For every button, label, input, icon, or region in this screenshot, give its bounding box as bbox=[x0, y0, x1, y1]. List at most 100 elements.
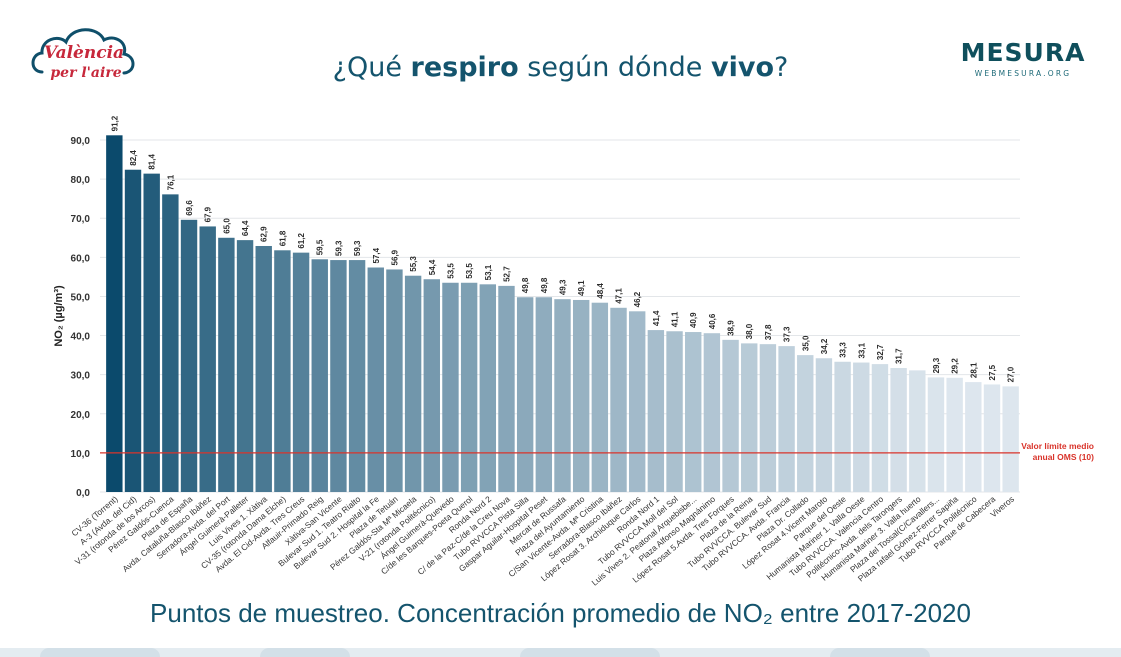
mesura-url: WEBMESURA.ORG bbox=[974, 69, 1072, 78]
bar bbox=[666, 331, 683, 492]
bar-value-label: 47,1 bbox=[615, 288, 624, 304]
bar bbox=[554, 299, 571, 492]
reference-label-line2: anual OMS (10) bbox=[1033, 452, 1095, 462]
bar bbox=[218, 237, 235, 492]
bar-value-label: 49,8 bbox=[521, 277, 530, 293]
bar-value-label: 32,7 bbox=[876, 344, 885, 360]
bar-value-label: 49,8 bbox=[540, 277, 549, 293]
bar-value-label: 35,0 bbox=[801, 335, 810, 351]
bar-value-label: 41,1 bbox=[671, 311, 680, 327]
valencia-per-laire-logo: València per l'aire bbox=[28, 20, 140, 88]
y-tick-label: 70,0 bbox=[71, 214, 91, 225]
bar bbox=[311, 259, 328, 492]
bar-value-label: 34,2 bbox=[820, 338, 829, 354]
y-tick-label: 50,0 bbox=[71, 292, 91, 303]
bar bbox=[759, 344, 777, 492]
bar bbox=[927, 377, 945, 492]
bar bbox=[348, 260, 366, 492]
bar-value-label: 56,9 bbox=[390, 249, 399, 265]
bar bbox=[572, 299, 590, 492]
bar bbox=[404, 275, 422, 492]
bar bbox=[871, 364, 889, 492]
page-title: ¿Qué respiro según dónde vivo? bbox=[332, 52, 789, 83]
bar bbox=[628, 311, 646, 492]
mesura-name: MESURA bbox=[960, 38, 1086, 67]
bar-value-label: 37,3 bbox=[783, 326, 792, 342]
bar bbox=[498, 285, 515, 492]
bar bbox=[274, 250, 291, 492]
bar bbox=[741, 343, 758, 492]
bar bbox=[815, 358, 833, 492]
bar-value-label: 31,7 bbox=[895, 348, 904, 364]
y-tick-label: 30,0 bbox=[71, 371, 91, 382]
bar-value-label: 40,9 bbox=[689, 312, 698, 328]
bar bbox=[591, 302, 609, 492]
bar bbox=[703, 333, 721, 492]
bar-value-label: 53,5 bbox=[446, 263, 455, 279]
bar-value-label: 61,2 bbox=[297, 233, 306, 249]
bar bbox=[853, 362, 870, 492]
bar bbox=[535, 297, 553, 492]
bar-value-label: 29,2 bbox=[951, 358, 960, 374]
y-tick-label: 80,0 bbox=[71, 175, 91, 186]
bar bbox=[479, 284, 497, 492]
bar bbox=[460, 282, 478, 492]
y-tick-label: 90,0 bbox=[71, 136, 91, 147]
bar bbox=[890, 368, 907, 492]
bar bbox=[834, 361, 851, 492]
bar-value-label: 61,8 bbox=[278, 230, 287, 246]
bar-value-label: 49,1 bbox=[577, 280, 586, 296]
bar-value-label: 33,1 bbox=[857, 342, 866, 358]
bar bbox=[255, 245, 272, 492]
bar bbox=[1002, 386, 1019, 492]
bar-value-label: 48,4 bbox=[596, 283, 605, 299]
footer-band bbox=[0, 648, 1121, 657]
bar-value-label: 54,4 bbox=[428, 259, 437, 275]
bar bbox=[647, 330, 665, 492]
logo-line1: València bbox=[44, 43, 124, 63]
mesura-logo: MESURA WEBMESURA.ORG bbox=[958, 40, 1088, 84]
logo-line2: per l'aire bbox=[50, 65, 121, 81]
bar-value-label: 69,6 bbox=[185, 200, 194, 216]
bar-value-label: 81,4 bbox=[148, 154, 157, 170]
bar-value-label: 64,4 bbox=[241, 220, 250, 236]
bar bbox=[367, 267, 384, 492]
bar bbox=[722, 339, 739, 492]
bar bbox=[106, 135, 123, 492]
bar bbox=[909, 370, 926, 492]
bar bbox=[516, 297, 534, 492]
bar-value-label: 55,3 bbox=[409, 256, 418, 272]
bar-value-label: 33,3 bbox=[839, 342, 848, 358]
bar bbox=[983, 384, 1001, 492]
bar bbox=[236, 240, 254, 492]
bar-value-label: 91,2 bbox=[110, 115, 119, 131]
bar-value-label: 38,9 bbox=[727, 320, 736, 336]
bar bbox=[946, 377, 963, 492]
reference-label-line1: Valor límite medio bbox=[1021, 441, 1094, 451]
bar bbox=[610, 307, 627, 492]
bar bbox=[442, 282, 459, 492]
bar-value-label: 67,9 bbox=[204, 206, 213, 222]
bar-value-label: 76,1 bbox=[166, 174, 175, 190]
bar bbox=[330, 260, 347, 492]
y-axis-label: NO₂ (µg/m³) bbox=[53, 285, 65, 347]
bar-value-label: 57,4 bbox=[372, 247, 381, 263]
bar bbox=[199, 226, 216, 493]
bar-value-label: 59,5 bbox=[316, 239, 325, 255]
bar-value-label: 49,3 bbox=[559, 279, 568, 295]
no2-bar-chart: 0,0 10,0 20,0 30,0 40,0 50,0 60,0 70,0 80,0 90,0 N… bbox=[53, 115, 1095, 587]
bar-value-label: 28,1 bbox=[969, 362, 978, 378]
bar bbox=[797, 355, 814, 492]
y-tick-label: 20,0 bbox=[71, 410, 91, 421]
bar bbox=[143, 173, 160, 492]
bar-value-label: 53,5 bbox=[465, 263, 474, 279]
bar-value-label: 37,8 bbox=[764, 324, 773, 340]
bar-value-label: 62,9 bbox=[260, 226, 269, 242]
y-tick-label: 0,0 bbox=[76, 488, 90, 499]
bar bbox=[778, 346, 795, 492]
bar bbox=[124, 169, 142, 493]
y-tick-label: 60,0 bbox=[71, 253, 91, 264]
cloud-icon bbox=[31, 28, 135, 75]
y-tick-label: 40,0 bbox=[71, 332, 91, 343]
bar-value-label: 59,3 bbox=[353, 240, 362, 256]
